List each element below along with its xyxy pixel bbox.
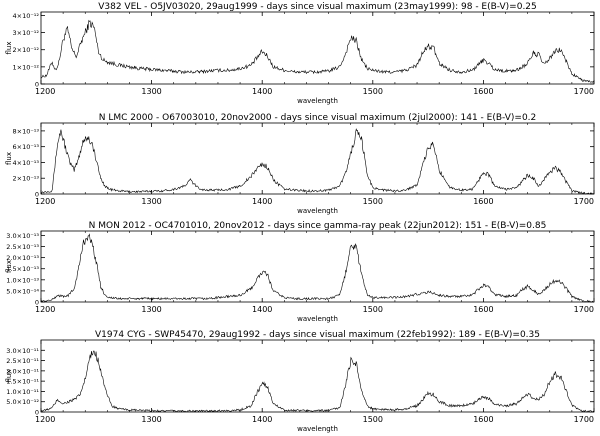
x-tick-label: 1300 bbox=[141, 415, 161, 424]
y-tick-label: 5.0×10⁻¹² bbox=[6, 398, 39, 406]
x-tick-label: 1400 bbox=[252, 197, 272, 206]
x-tick-label: 1400 bbox=[252, 415, 272, 424]
x-tick-label: 1300 bbox=[141, 305, 161, 314]
plot-frame bbox=[40, 122, 595, 195]
y-tick-label: 6×10⁻¹³ bbox=[13, 143, 40, 151]
y-axis-label: flux bbox=[5, 152, 13, 165]
spectrum-line bbox=[40, 128, 594, 195]
plot-frame bbox=[40, 230, 595, 303]
spectrum-line bbox=[40, 233, 594, 303]
x-tick-label: 1700 bbox=[574, 87, 594, 96]
panel-4: V1974 CYG - SWP45470, 29aug1992 - days s… bbox=[5, 330, 595, 433]
y-tick-label: 2.5×10⁻¹¹ bbox=[6, 357, 39, 365]
panel-title: N LMC 2000 - O67003010, 20nov2000 - days… bbox=[99, 113, 537, 123]
x-tick-label: 1600 bbox=[473, 305, 493, 314]
x-axis-label: wavelength bbox=[297, 207, 338, 215]
y-tick-label: 2.0×10⁻¹³ bbox=[6, 254, 39, 262]
x-tick-label: 1600 bbox=[473, 197, 493, 206]
panel-3: N MON 2012 - OC4701010, 20nov2012 - days… bbox=[5, 221, 595, 323]
x-tick-label: 1500 bbox=[363, 197, 383, 206]
x-axis-label: wavelength bbox=[297, 425, 338, 433]
x-tick-label: 1300 bbox=[141, 197, 161, 206]
y-tick-label: 1.5×10⁻¹¹ bbox=[6, 378, 39, 386]
y-tick-label: 0 bbox=[35, 81, 39, 89]
y-axis-label: flux bbox=[5, 370, 13, 383]
y-tick-label: 2.0×10⁻¹¹ bbox=[6, 367, 39, 375]
x-tick-label: 1600 bbox=[473, 415, 493, 424]
y-tick-label: 1×10⁻¹² bbox=[13, 63, 40, 71]
y-tick-label: 3.0×10⁻¹³ bbox=[6, 232, 39, 240]
y-tick-label: 5.0×10⁻¹⁴ bbox=[6, 287, 39, 295]
x-tick-label: 1700 bbox=[574, 197, 594, 206]
y-tick-label: 2.5×10⁻¹³ bbox=[6, 243, 39, 251]
y-tick-label: 1.0×10⁻¹³ bbox=[6, 276, 39, 284]
y-axis-label: flux bbox=[5, 42, 13, 55]
y-tick-label: 1.0×10⁻¹¹ bbox=[6, 388, 39, 396]
x-tick-label: 1200 bbox=[35, 415, 55, 424]
y-tick-label: 4×10⁻¹² bbox=[13, 12, 40, 20]
x-tick-label: 1200 bbox=[35, 197, 55, 206]
y-tick-label: 0 bbox=[35, 299, 39, 307]
panel-title: V1974 CYG - SWP45470, 29aug1992 - days s… bbox=[95, 330, 540, 340]
y-tick-label: 2×10⁻¹² bbox=[13, 46, 40, 54]
plot-frame bbox=[40, 11, 595, 85]
y-tick-label: 0 bbox=[35, 409, 39, 417]
x-axis-label: wavelength bbox=[297, 315, 338, 323]
x-tick-label: 1200 bbox=[35, 87, 55, 96]
spectrum-line bbox=[40, 19, 595, 83]
x-tick-label: 1600 bbox=[473, 87, 493, 96]
x-tick-label: 1700 bbox=[574, 305, 594, 314]
y-tick-label: 0 bbox=[35, 191, 39, 199]
x-tick-label: 1500 bbox=[363, 87, 383, 96]
x-tick-label: 1400 bbox=[252, 305, 272, 314]
x-tick-label: 1500 bbox=[363, 415, 383, 424]
spectrum-line bbox=[40, 350, 595, 413]
x-axis-label: wavelength bbox=[297, 97, 338, 105]
y-tick-label: 8×10⁻¹³ bbox=[13, 127, 40, 135]
y-tick-label: 3.0×10⁻¹¹ bbox=[6, 347, 39, 355]
y-tick-label: 2×10⁻¹³ bbox=[13, 175, 40, 183]
panel-title: V382 VEL - O5JV03020, 29aug1999 - days s… bbox=[98, 2, 537, 12]
x-tick-label: 1500 bbox=[363, 305, 383, 314]
x-tick-label: 1300 bbox=[141, 87, 161, 96]
y-tick-label: 1.5×10⁻¹³ bbox=[6, 265, 39, 273]
panel-2: N LMC 2000 - O67003010, 20nov2000 - days… bbox=[5, 113, 595, 215]
panel-1: V382 VEL - O5JV03020, 29aug1999 - days s… bbox=[5, 2, 595, 105]
panel-title: N MON 2012 - OC4701010, 20nov2012 - days… bbox=[89, 221, 547, 231]
y-tick-label: 4×10⁻¹³ bbox=[13, 159, 40, 167]
plot-frame bbox=[40, 339, 595, 413]
y-axis-label: flux bbox=[5, 260, 13, 273]
x-tick-label: 1200 bbox=[35, 305, 55, 314]
x-tick-label: 1400 bbox=[252, 87, 272, 96]
y-tick-label: 3×10⁻¹² bbox=[13, 29, 40, 37]
x-tick-label: 1700 bbox=[574, 415, 594, 424]
